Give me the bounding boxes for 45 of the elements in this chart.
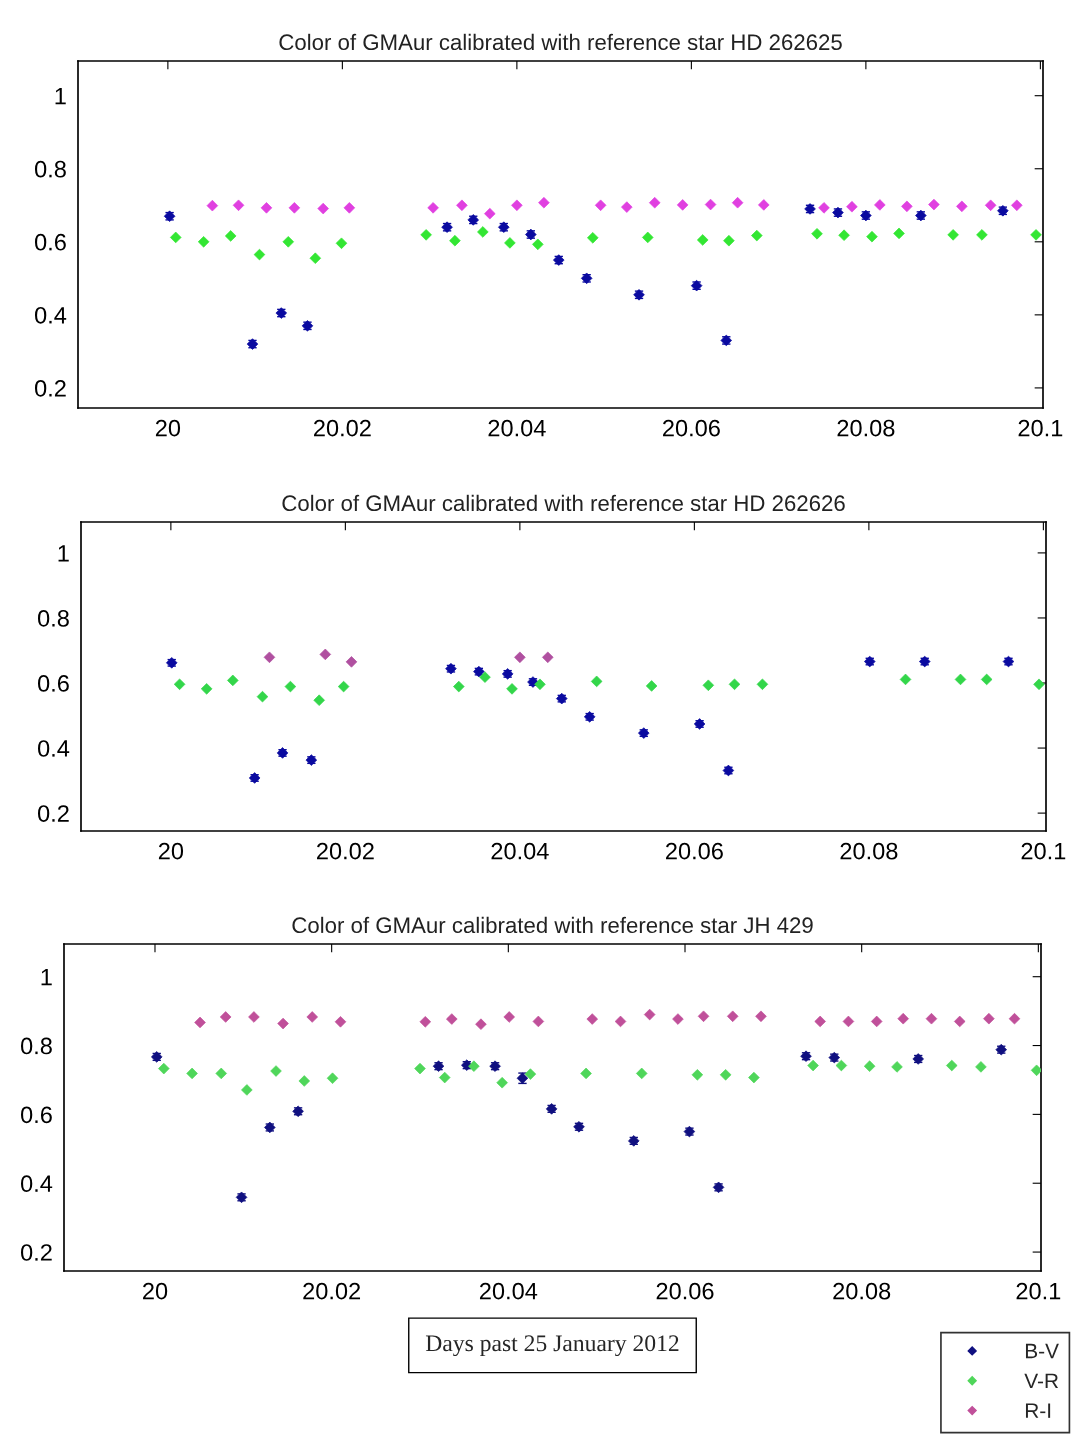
legend-label: R-I xyxy=(1025,1403,1051,1418)
x-tick-label: 20.06 xyxy=(656,1282,714,1300)
x-tick-label: 20.08 xyxy=(833,1282,891,1300)
y-tick-label: 0.8 xyxy=(37,610,69,627)
y-tick-label: 0.6 xyxy=(34,233,66,251)
y-tick-label: 0.4 xyxy=(37,740,70,757)
y-tick-label: 0.4 xyxy=(34,306,67,324)
x-tick-label: 20.08 xyxy=(837,419,895,437)
x-tick-label: 20.04 xyxy=(479,1282,538,1300)
point xyxy=(731,196,744,209)
chart-title: Color of GMAur calibrated with reference star HD 262626 xyxy=(282,494,845,512)
x-axis-title: Days past 25 January 2012 xyxy=(425,1335,679,1357)
y-tick-label: 0.2 xyxy=(20,1244,52,1261)
legend-label: B-V xyxy=(1025,1343,1059,1359)
x-tick-label: 20.1 xyxy=(1018,419,1063,437)
x-tick-label: 20.06 xyxy=(666,842,723,860)
y-tick-label: 0.4 xyxy=(20,1175,53,1193)
point xyxy=(256,690,269,703)
x-tick-label: 20 xyxy=(143,1282,168,1300)
x-tick-label: 20.04 xyxy=(491,842,549,860)
x-tick-label: 20.06 xyxy=(663,419,720,437)
y-tick-label: 0.6 xyxy=(20,1106,52,1124)
legend-label: V-R xyxy=(1024,1373,1059,1389)
y-tick-label: 0.2 xyxy=(34,379,66,397)
x-tick-label: 20.08 xyxy=(840,842,898,860)
y-tick-label: 0.2 xyxy=(37,805,69,822)
point xyxy=(319,648,332,661)
y-tick-label: 1 xyxy=(41,969,52,986)
y-tick-label: 0.6 xyxy=(37,675,69,692)
y-tick-label: 1 xyxy=(58,545,69,562)
x-tick-label: 20.04 xyxy=(488,419,546,437)
x-tick-label: 20 xyxy=(158,842,184,860)
x-tick-label: 20 xyxy=(155,419,181,437)
chart-title: Color of GMAur calibrated with reference star HD 262625 xyxy=(279,33,842,51)
x-tick-label: 20.02 xyxy=(317,842,374,860)
x-tick-label: 20.1 xyxy=(1021,842,1066,860)
chart-title: Color of GMAur calibrated with reference star JH 429 xyxy=(292,916,813,934)
x-tick-label: 20.1 xyxy=(1016,1282,1061,1300)
y-tick-label: 0.8 xyxy=(34,160,66,178)
y-tick-label: 0.8 xyxy=(20,1037,52,1055)
x-tick-label: 20.02 xyxy=(314,419,371,437)
point xyxy=(642,231,654,244)
point xyxy=(980,673,993,686)
x-tick-label: 20.02 xyxy=(303,1282,361,1300)
y-tick-label: 1 xyxy=(55,88,66,105)
